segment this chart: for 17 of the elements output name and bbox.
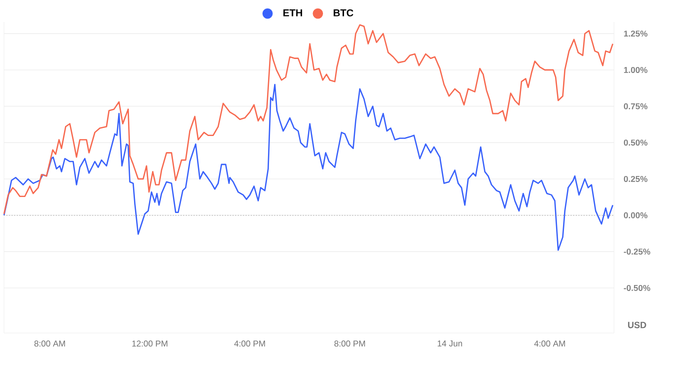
x-tick-label: 8:00 PM [334, 340, 365, 347]
y-tick-label: 0.75% [624, 103, 648, 110]
y-tick-label: -0.25% [624, 248, 650, 255]
x-tick-label: 4:00 AM [534, 340, 565, 347]
x-tick-label: 12:00 PM [132, 340, 168, 347]
y-tick-label: 1.00% [624, 66, 648, 73]
x-tick-label: 4:00 PM [234, 340, 265, 347]
y-tick-label: -0.50% [624, 284, 650, 291]
y-tick-label: 0.25% [624, 176, 648, 182]
y-tick-label: 0.50% [624, 140, 648, 146]
x-tick-label: 14 Jun [438, 340, 462, 346]
legend-label: ETH [283, 9, 302, 16]
legend-label: BTC [334, 9, 354, 16]
y-tick-label: 0.00% [624, 212, 648, 218]
y-tick-label: 1.25% [624, 30, 648, 37]
text: USD [628, 322, 646, 328]
x-tick-label: 8:00 AM [34, 340, 65, 347]
